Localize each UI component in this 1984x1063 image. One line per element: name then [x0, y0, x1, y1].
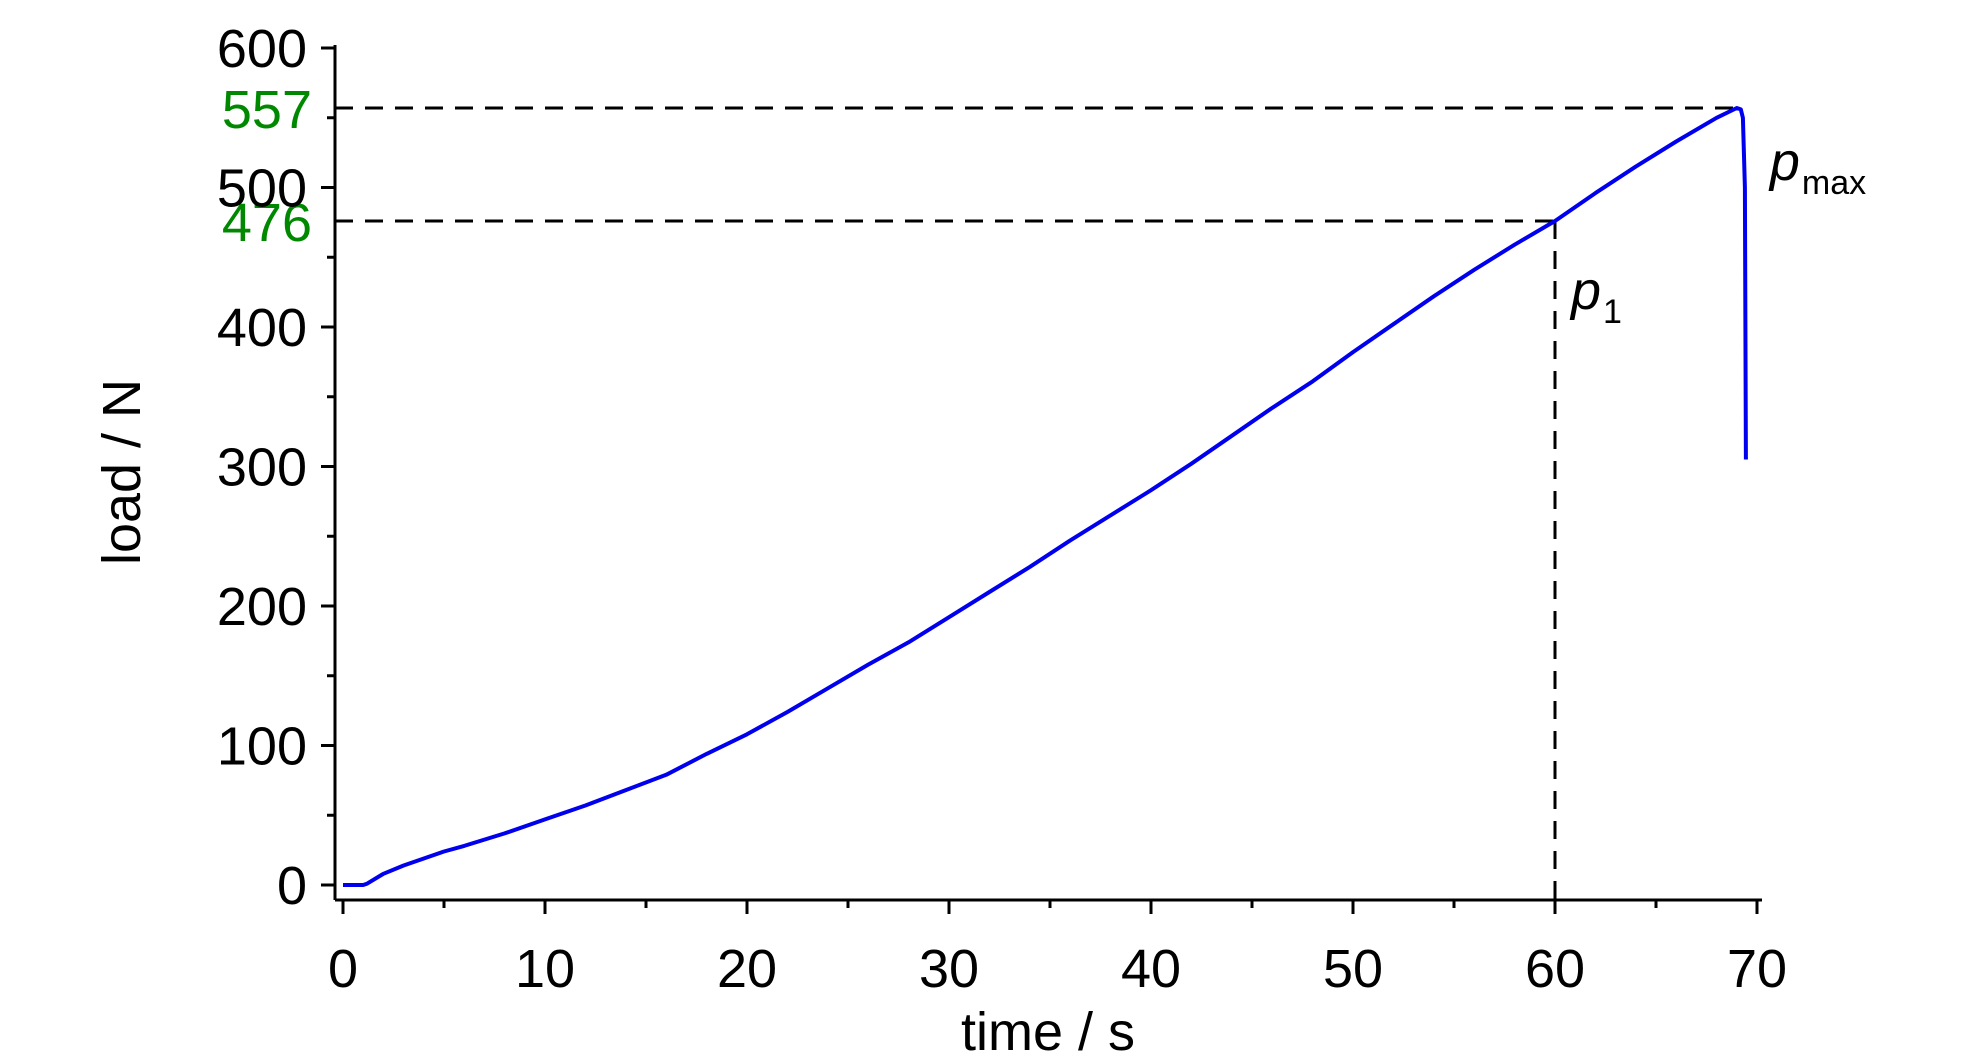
y-tick-label: 400 [217, 298, 307, 358]
axes [333, 45, 1762, 902]
y-axis-title: load / N [92, 379, 152, 565]
x-axis-title: time / s [961, 1002, 1135, 1062]
x-tick-label: 30 [919, 939, 979, 999]
reference-value-label: 557 [222, 80, 312, 140]
y-tick-label: 600 [217, 19, 307, 79]
x-tick-label: 20 [717, 939, 777, 999]
x-tick-label: 50 [1323, 939, 1383, 999]
x-tick-label: 0 [328, 939, 358, 999]
y-tick-label: 0 [277, 856, 307, 916]
x-tick-label: 60 [1525, 939, 1585, 999]
series [343, 106, 1748, 887]
y-tick-label: 100 [217, 717, 307, 777]
point-annotation: p1 [1569, 261, 1622, 331]
y-tick-label: 300 [217, 438, 307, 498]
x-tick-label: 40 [1121, 939, 1181, 999]
y-tick-label: 200 [217, 577, 307, 637]
reference-value-label: 476 [222, 193, 312, 253]
x-tick-label: 10 [515, 939, 575, 999]
y-tick-label: 500 [217, 159, 307, 219]
ticks: 0 10 20 30 40 50 60 70 0 100 200 300 400 500 600 [217, 19, 1787, 999]
point-annotation: pmax [1768, 132, 1866, 202]
reference-lines: 557 476 [222, 80, 1737, 900]
x-tick-label: 70 [1727, 939, 1787, 999]
load-curve-line [343, 106, 1748, 887]
annotations: pmax p1 [1569, 132, 1866, 331]
